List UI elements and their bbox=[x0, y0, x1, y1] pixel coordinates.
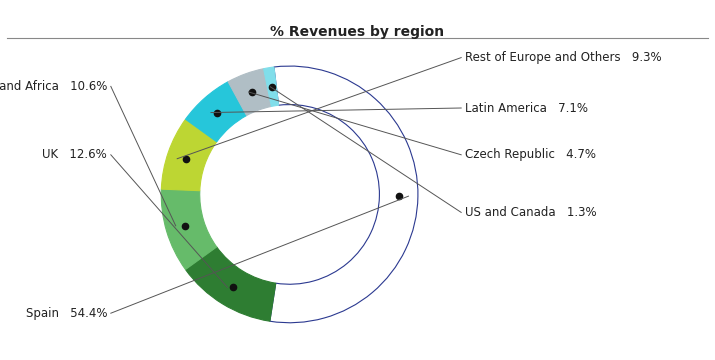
Wedge shape bbox=[161, 189, 217, 270]
Text: Latin America   7.1%: Latin America 7.1% bbox=[465, 102, 588, 114]
Wedge shape bbox=[228, 69, 272, 116]
Text: Spain   54.4%: Spain 54.4% bbox=[26, 307, 107, 320]
Text: US and Canada   1.3%: US and Canada 1.3% bbox=[465, 206, 596, 219]
Wedge shape bbox=[264, 67, 279, 107]
Wedge shape bbox=[185, 82, 247, 142]
Text: Rest of Europe and Others   9.3%: Rest of Europe and Others 9.3% bbox=[465, 51, 661, 64]
Text: Czech Republic   4.7%: Czech Republic 4.7% bbox=[465, 148, 596, 161]
Wedge shape bbox=[162, 119, 217, 191]
Wedge shape bbox=[270, 66, 418, 323]
Text: UK   12.6%: UK 12.6% bbox=[42, 148, 107, 161]
Text: Middle East and Africa   10.6%: Middle East and Africa 10.6% bbox=[0, 80, 107, 93]
Text: % Revenues by region: % Revenues by region bbox=[270, 25, 445, 39]
Wedge shape bbox=[185, 247, 276, 321]
